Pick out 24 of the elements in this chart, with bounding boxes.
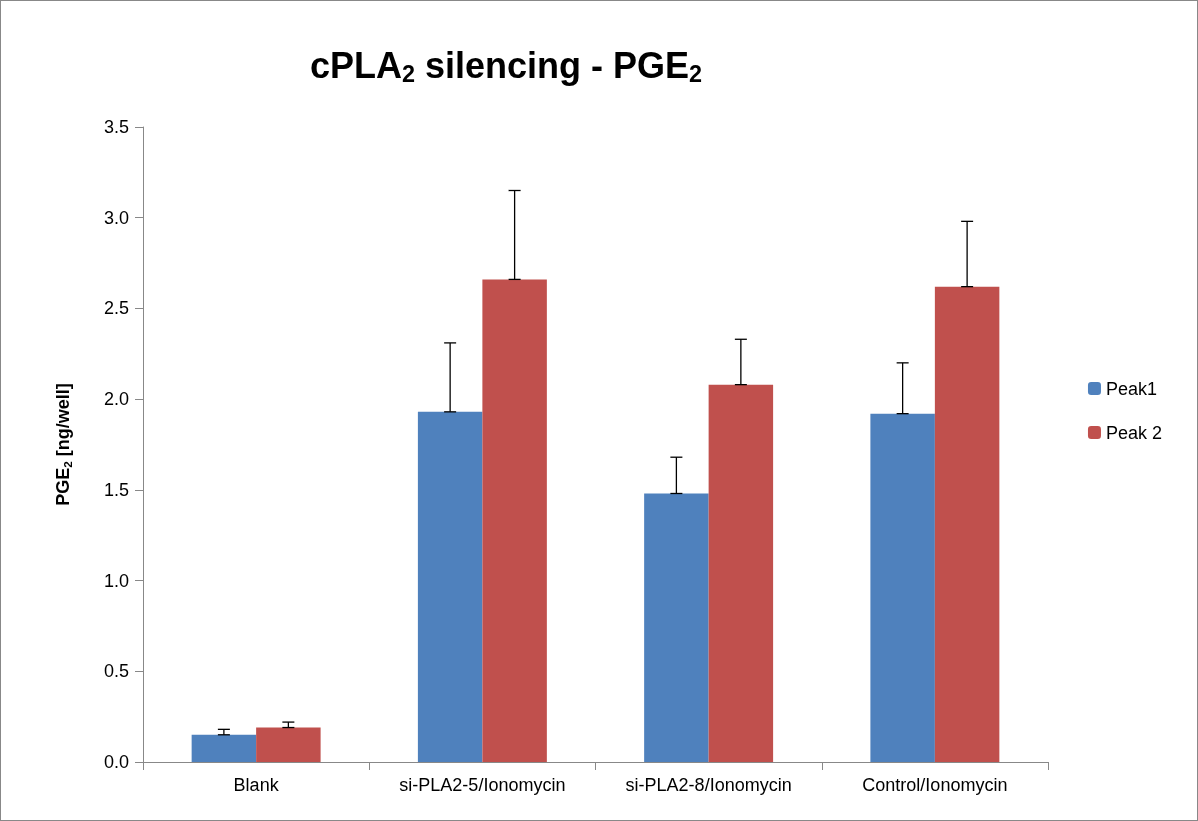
bar [482,279,547,762]
y-tick-label: 0.5 [103,661,129,682]
bar [934,286,1000,762]
x-tick-label: si-PLA2-8/Ionomycin [625,775,792,795]
y-tick-label: 3.0 [103,207,129,228]
y-tick-label: 1.0 [103,570,129,591]
x-tick-label: Blank [233,775,280,795]
y-tick-label: 2.5 [103,298,129,319]
legend-label: Peak 2 [1105,422,1163,443]
bar [708,384,774,762]
chart-title: cPLA2 silencing - PGE2 [309,45,703,87]
y-tick-label: 3.5 [103,117,129,137]
y-axis-title: PGE2 [ng/well] [52,383,74,506]
bar [191,734,257,762]
y-tick-label: 0.0 [103,752,129,772]
bar [870,413,935,762]
bar [644,493,709,762]
bar [417,411,483,762]
x-tick-label: si-PLA2-5/Ionomycin [399,775,566,795]
bar [256,727,321,762]
x-tick-label: Control/Ionomycin [862,775,1008,795]
y-tick-label: 1.5 [103,479,129,500]
legend-label: Peak1 [1105,378,1158,399]
y-tick-label: 2.0 [103,389,129,410]
